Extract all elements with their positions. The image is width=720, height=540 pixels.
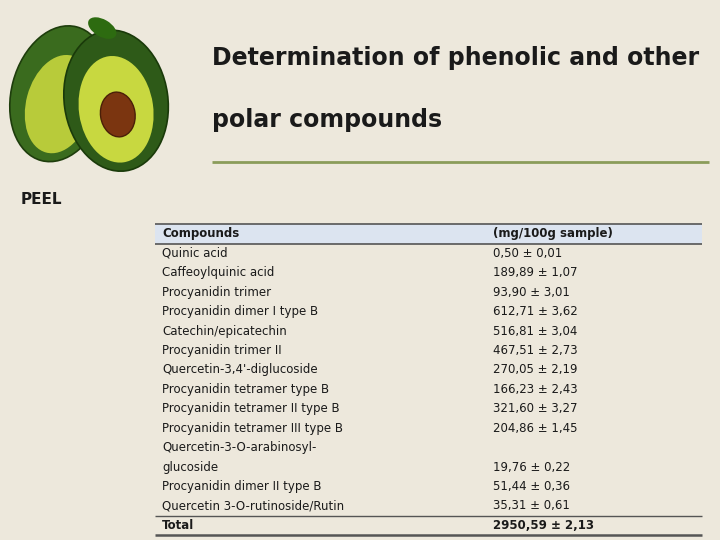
Text: Determination of phenolic and other: Determination of phenolic and other	[212, 46, 700, 70]
Text: 321,60 ± 3,27: 321,60 ± 3,27	[493, 402, 577, 415]
Text: Quercetin 3-O-rutinoside/Rutin: Quercetin 3-O-rutinoside/Rutin	[162, 500, 344, 512]
Text: polar compounds: polar compounds	[212, 108, 443, 132]
Text: Procyanidin dimer I type B: Procyanidin dimer I type B	[162, 305, 318, 318]
Text: (mg/100g sample): (mg/100g sample)	[493, 227, 613, 240]
Text: 189,89 ± 1,07: 189,89 ± 1,07	[493, 266, 577, 279]
Text: Procyanidin trimer: Procyanidin trimer	[162, 286, 271, 299]
Text: Procyanidin tetramer type B: Procyanidin tetramer type B	[162, 383, 329, 396]
Ellipse shape	[88, 17, 117, 39]
Text: 270,05 ± 2,19: 270,05 ± 2,19	[493, 363, 577, 376]
Ellipse shape	[100, 92, 135, 137]
Text: Total: Total	[162, 519, 194, 532]
Text: Procyanidin tetramer II type B: Procyanidin tetramer II type B	[162, 402, 340, 415]
Text: 93,90 ± 3,01: 93,90 ± 3,01	[493, 286, 570, 299]
Text: Compounds: Compounds	[162, 227, 239, 240]
Text: 35,31 ± 0,61: 35,31 ± 0,61	[493, 500, 570, 512]
Ellipse shape	[24, 55, 94, 153]
Text: PEEL: PEEL	[20, 192, 62, 207]
Text: 166,23 ± 2,43: 166,23 ± 2,43	[493, 383, 578, 396]
Text: 19,76 ± 0,22: 19,76 ± 0,22	[493, 461, 570, 474]
Text: Quinic acid: Quinic acid	[162, 247, 228, 260]
Text: Procyanidin trimer II: Procyanidin trimer II	[162, 344, 282, 357]
Text: 612,71 ± 3,62: 612,71 ± 3,62	[493, 305, 578, 318]
Text: 51,44 ± 0,36: 51,44 ± 0,36	[493, 480, 570, 493]
Ellipse shape	[10, 26, 108, 161]
Text: glucoside: glucoside	[162, 461, 218, 474]
Text: Quercetin-3-O-arabinosyl-: Quercetin-3-O-arabinosyl-	[162, 441, 316, 454]
Text: Caffeoylquinic acid: Caffeoylquinic acid	[162, 266, 274, 279]
Text: 0,50 ± 0,01: 0,50 ± 0,01	[493, 247, 562, 260]
Ellipse shape	[78, 56, 153, 163]
FancyBboxPatch shape	[155, 224, 702, 244]
Ellipse shape	[64, 30, 168, 171]
Text: 2950,59 ± 2,13: 2950,59 ± 2,13	[493, 519, 594, 532]
Text: 467,51 ± 2,73: 467,51 ± 2,73	[493, 344, 578, 357]
Text: 516,81 ± 3,04: 516,81 ± 3,04	[493, 325, 577, 338]
Text: Procyanidin tetramer III type B: Procyanidin tetramer III type B	[162, 422, 343, 435]
Text: 204,86 ± 1,45: 204,86 ± 1,45	[493, 422, 577, 435]
Text: Procyanidin dimer II type B: Procyanidin dimer II type B	[162, 480, 322, 493]
Text: Quercetin-3,4'-diglucoside: Quercetin-3,4'-diglucoside	[162, 363, 318, 376]
Text: Catechin/epicatechin: Catechin/epicatechin	[162, 325, 287, 338]
